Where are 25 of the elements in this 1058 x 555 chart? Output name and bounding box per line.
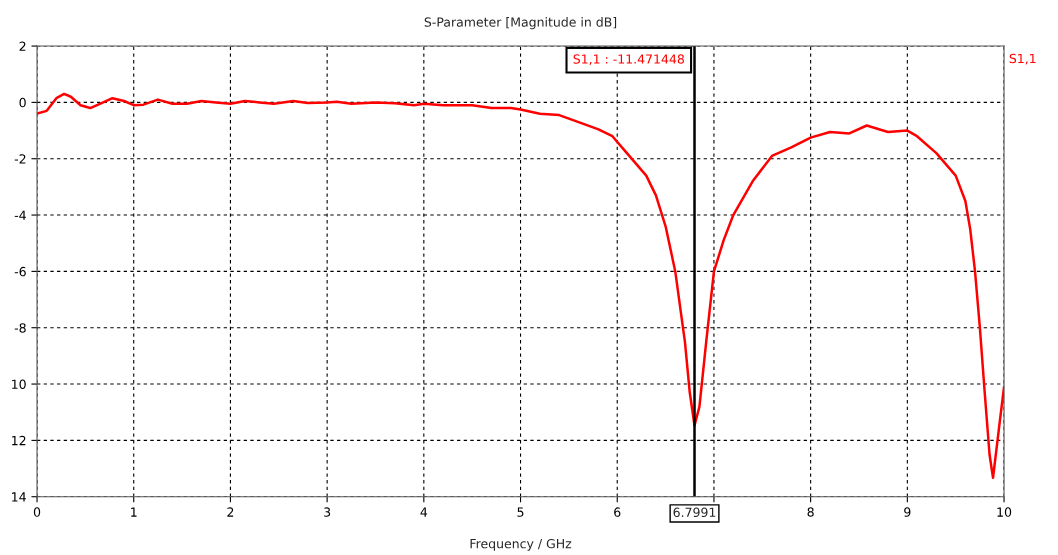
- y-tick-label: 12: [12, 435, 26, 446]
- y-tick-label: 2: [19, 41, 26, 51]
- x-axis-title: Frequency / GHz: [470, 538, 572, 551]
- x-tick-label: 9: [904, 507, 911, 517]
- ref-line-label: 6.7991: [673, 507, 716, 518]
- x-tick-label: 10: [997, 507, 1012, 517]
- y-tick-label: -6: [14, 266, 26, 277]
- y-tick-label: 0: [19, 97, 26, 108]
- text: S1,1: [1009, 53, 1036, 65]
- chart-title: S-Parameter [Magnitude in dB]: [424, 17, 617, 30]
- x-tick-label: 3: [324, 507, 331, 517]
- line-series: [37, 92, 1005, 480]
- annotation: S1,1 : -11.471448: [573, 54, 684, 66]
- x-tick-label: 1: [131, 507, 137, 517]
- x-tick-label: 0: [33, 507, 41, 517]
- y-tick-label: 14: [12, 492, 26, 502]
- y-tick-label: -4: [14, 210, 26, 220]
- x-tick-label: 2: [227, 507, 234, 517]
- x-tick-label: 8: [807, 507, 814, 517]
- x-tick-label: 4: [420, 507, 428, 517]
- x-tick-label: 5: [517, 507, 524, 517]
- y-tick-label: 10: [12, 379, 26, 389]
- y-tick-label: -8: [14, 323, 26, 333]
- y-tick-label: -2: [14, 154, 26, 164]
- x-tick-label: 6: [614, 507, 621, 517]
